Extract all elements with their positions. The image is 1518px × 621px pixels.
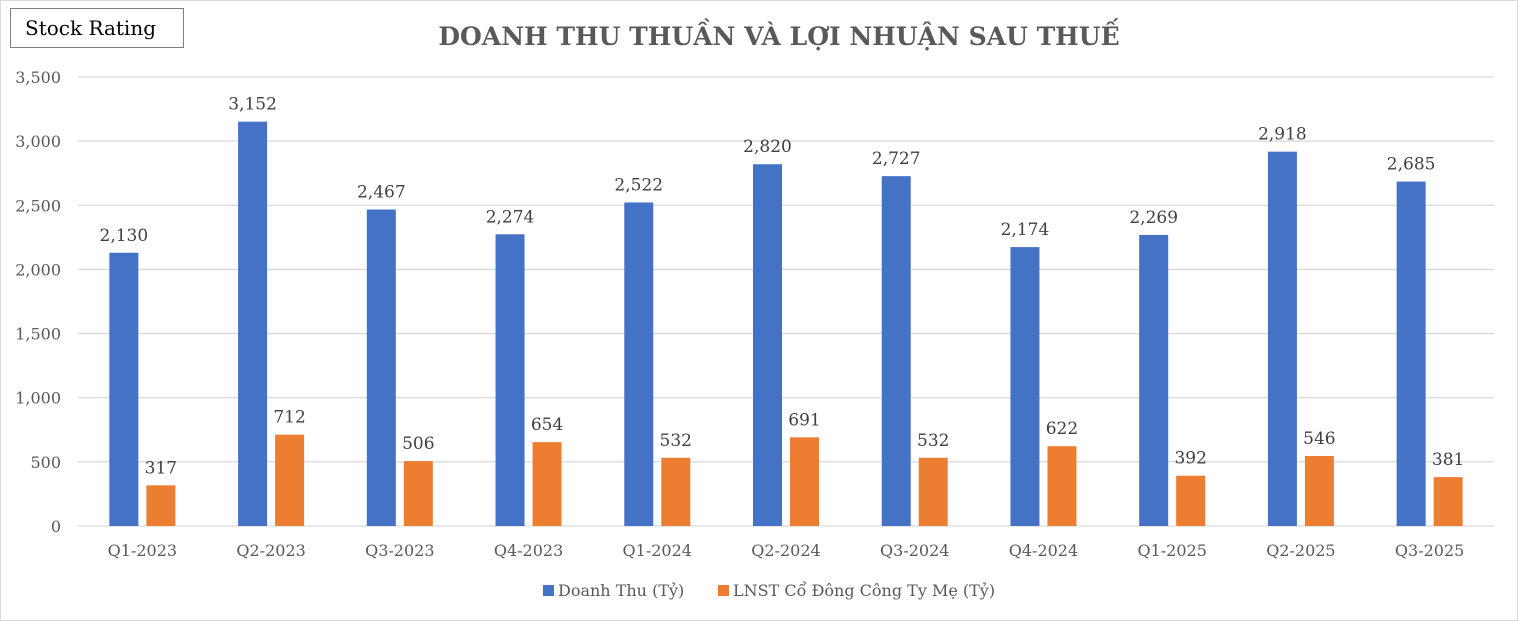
legend-swatch-1 <box>543 585 554 596</box>
bar-series-2-q3-2024 <box>918 457 948 526</box>
data-label: 532 <box>917 431 949 451</box>
y-tick-label: 3,500 <box>15 68 61 87</box>
x-tick-label: Q1-2025 <box>1137 541 1206 560</box>
y-tick-label: 1,500 <box>15 325 61 344</box>
y-tick-label: 1,000 <box>15 389 61 408</box>
bar-series-1-q4-2023 <box>495 234 525 526</box>
x-axis: Q1-2023 Q2-2023 Q3-2023 Q4-2023 Q1-2024 Q2-20… <box>108 541 1465 560</box>
bar-series-1-q3-2025 <box>1396 181 1426 526</box>
data-label: 2,727 <box>872 149 921 169</box>
legend-swatch-2 <box>718 585 729 596</box>
data-label: 317 <box>145 458 177 478</box>
bar-series-1-q2-2025 <box>1267 151 1297 526</box>
data-label: 506 <box>402 434 434 454</box>
data-label: 3,152 <box>228 95 277 115</box>
data-label: 2,467 <box>357 183 406 203</box>
bar-series-1-q1-2024 <box>624 202 654 526</box>
x-tick-label: Q3-2023 <box>365 541 434 560</box>
data-label: 2,918 <box>1258 125 1307 145</box>
data-label: 2,685 <box>1387 155 1436 175</box>
legend-label-1: Doanh Thu (Tỷ) <box>558 581 684 600</box>
y-tick-label: 0 <box>51 517 61 536</box>
data-label: 381 <box>1432 450 1464 470</box>
bars <box>109 121 1463 526</box>
x-tick-label: Q2-2024 <box>751 541 820 560</box>
data-label: 2,174 <box>1001 220 1050 240</box>
y-axis: 0 500 1,000 1,500 2,000 2,500 3,000 3,500 <box>15 68 61 536</box>
bar-series-2-q4-2023 <box>532 442 562 526</box>
bar-series-2-q2-2025 <box>1304 455 1334 526</box>
y-tick-label: 2,500 <box>15 196 61 215</box>
x-tick-label: Q4-2024 <box>1009 541 1078 560</box>
data-label: 2,130 <box>100 226 149 246</box>
bar-series-1-q4-2024 <box>1010 247 1040 526</box>
data-labels: 2,130 317 3,152 712 2,467 506 2,274 654 2,522 532… <box>100 95 1465 479</box>
y-tick-label: 2,000 <box>15 260 61 279</box>
bar-series-2-q1-2023 <box>146 485 176 526</box>
stock-rating-badge: Stock Rating <box>10 8 184 48</box>
legend-label-2: LNST Cổ Đông Công Ty Mẹ (Tỷ) <box>733 581 995 600</box>
gridlines <box>78 76 1494 527</box>
bar-series-2-q4-2024 <box>1047 446 1077 526</box>
x-tick-label: Q1-2023 <box>108 541 177 560</box>
data-label: 2,269 <box>1129 208 1178 228</box>
data-label: 622 <box>1046 419 1078 439</box>
bar-series-1-q1-2023 <box>109 252 139 526</box>
x-tick-label: Q2-2025 <box>1266 541 1335 560</box>
bar-series-1-q2-2023 <box>238 121 268 526</box>
bar-series-1-q1-2025 <box>1139 234 1169 526</box>
bar-series-2-q1-2024 <box>661 457 691 526</box>
data-label: 392 <box>1174 449 1206 469</box>
bar-series-1-q3-2024 <box>881 176 911 526</box>
data-label: 691 <box>788 410 820 430</box>
data-label: 532 <box>660 431 692 451</box>
x-tick-label: Q2-2023 <box>236 541 305 560</box>
x-tick-label: Q3-2024 <box>880 541 949 560</box>
data-label: 2,522 <box>614 175 663 195</box>
bar-series-2-q1-2025 <box>1176 475 1206 526</box>
y-tick-label: 3,000 <box>15 132 61 151</box>
bar-series-2-q2-2023 <box>275 434 305 526</box>
x-tick-label: Q1-2024 <box>623 541 692 560</box>
bar-series-1-q3-2023 <box>366 209 396 526</box>
legend: Doanh Thu (Tỷ) LNST Cổ Đông Công Ty Mẹ (T… <box>543 581 995 600</box>
bar-series-2-q3-2023 <box>403 461 433 526</box>
data-label: 2,820 <box>743 137 792 157</box>
x-tick-label: Q3-2025 <box>1395 541 1464 560</box>
bar-series-2-q3-2025 <box>1433 477 1463 526</box>
x-tick-label: Q4-2023 <box>494 541 563 560</box>
data-label: 2,274 <box>486 207 535 227</box>
y-tick-label: 500 <box>30 453 61 472</box>
chart-title: DOANH THU THUẦN VÀ LỢI NHUẬN SAU THUẾ <box>438 19 1119 51</box>
bar-series-1-q2-2024 <box>753 164 782 526</box>
data-label: 546 <box>1303 429 1335 449</box>
data-label: 712 <box>273 408 305 428</box>
data-label: 654 <box>531 415 563 435</box>
bar-series-2-q2-2024 <box>790 437 819 526</box>
